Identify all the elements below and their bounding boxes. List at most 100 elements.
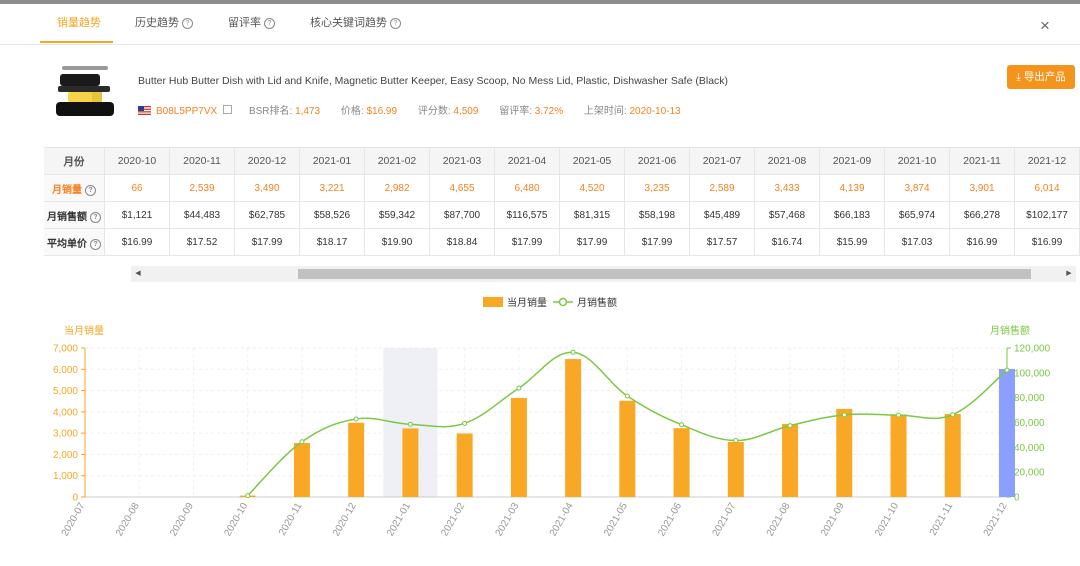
revenue-point — [462, 420, 468, 426]
help-icon[interactable]: ? — [390, 18, 401, 29]
table-row-label-text: 平均单价 — [47, 238, 87, 250]
right-tick-label: 60,000 — [1014, 418, 1045, 429]
help-icon[interactable]: ? — [85, 184, 96, 196]
table-header-month: 2021-01 — [299, 148, 365, 175]
table-header-month-label: 月份 — [44, 148, 105, 175]
table-row-label: 月销量? — [44, 174, 105, 202]
table-cell: 2,982 — [364, 174, 430, 202]
table-cell: 3,874 — [884, 174, 950, 202]
table-header-month: 2021-09 — [819, 148, 885, 175]
tab-review-rate[interactable]: 留评率? — [228, 14, 275, 30]
revenue-point — [1004, 367, 1010, 373]
table-header-row: 月份 2020-10 2020-11 2020-12 2021-01 2021-02 202… — [44, 148, 1080, 175]
product-image — [56, 66, 114, 116]
table-cell: $17.52 — [169, 228, 235, 256]
help-icon[interactable]: ? — [90, 211, 101, 223]
right-tick-label: 120,000 — [1014, 344, 1051, 355]
left-axis-title: 当月销量 — [64, 324, 104, 337]
table-header-month: 2021-03 — [429, 148, 495, 175]
help-icon[interactable]: ? — [264, 18, 275, 29]
table-cell: 3,433 — [754, 174, 820, 202]
scroll-left-arrow-icon[interactable]: ◀ — [135, 270, 141, 277]
table-cell: $17.99 — [559, 228, 625, 256]
revenue-point — [353, 416, 359, 422]
left-tick-label: 1,000 — [53, 471, 78, 482]
sales-bar — [348, 422, 365, 497]
export-product-label: 导出产品 — [1023, 71, 1066, 83]
bsr-label: BSR排名: — [248, 106, 293, 117]
revenue-point — [407, 421, 413, 427]
table-cell: $17.03 — [884, 228, 950, 256]
revenue-point — [950, 412, 956, 418]
scroll-right-arrow-icon[interactable]: ▶ — [1066, 270, 1072, 277]
external-link-icon[interactable] — [223, 105, 233, 114]
x-tick-label: 2021-08 — [765, 501, 793, 539]
left-tick-label: 0 — [72, 493, 78, 504]
sales-bar — [510, 397, 527, 497]
table-cell: $45,489 — [689, 201, 755, 229]
sales-bar — [402, 428, 419, 497]
x-tick-label: 2021-02 — [439, 501, 467, 539]
listed-label: 上架时间: — [583, 106, 627, 117]
table-header-month: 2020-11 — [169, 148, 235, 175]
table-header-month: 2021-04 — [494, 148, 560, 175]
table-cell: $102,177 — [1014, 201, 1080, 229]
left-tick-label: 5,000 — [53, 386, 78, 397]
sales-bar — [782, 423, 799, 497]
close-icon[interactable]: × — [1040, 16, 1050, 35]
table-row-label-text: 月销售额 — [47, 211, 87, 223]
table-cell: $59,342 — [364, 201, 430, 229]
table-cell: $57,468 — [754, 201, 820, 229]
table-header-month: 2021-12 — [1014, 148, 1080, 175]
revenue-point — [516, 385, 522, 391]
tab-history-trend[interactable]: 历史趋势? — [135, 14, 193, 30]
table-cell: 4,139 — [819, 174, 885, 202]
table-header-month: 2021-05 — [559, 148, 625, 175]
table-cell: $16.99 — [949, 228, 1015, 256]
table-cell: $58,526 — [299, 201, 365, 229]
sales-bar — [619, 400, 636, 497]
scrollbar-thumb[interactable] — [298, 269, 1031, 279]
table-cell: 4,520 — [559, 174, 625, 202]
table-cell: $18.17 — [299, 228, 365, 256]
x-tick-label: 2020-12 — [331, 501, 359, 539]
right-tick-label: 100,000 — [1014, 368, 1051, 379]
table-cell: $81,315 — [559, 201, 625, 229]
table-header-month: 2021-11 — [949, 148, 1015, 175]
left-tick-label: 6,000 — [53, 365, 78, 376]
right-tick-label: 20,000 — [1014, 468, 1045, 479]
table-row: 平均单价? $16.99 $17.52 $17.99 $18.17 $19.90 $18.8… — [44, 228, 1080, 256]
table-cell: $16.74 — [754, 228, 820, 256]
table-cell: 3,901 — [949, 174, 1015, 202]
tab-core-keyword-trend[interactable]: 核心关键词趋势? — [310, 14, 401, 30]
table-header-month: 2020-12 — [234, 148, 300, 175]
table-header-month: 2021-08 — [754, 148, 820, 175]
product-meta: B08L5PP7VX BSR排名: 1,473 价格: $16.99 评分数: … — [138, 102, 699, 117]
legend-swatch-bar — [483, 297, 503, 307]
review-rate-label: 留评率: — [499, 106, 532, 117]
reviews-value: 4,509 — [453, 106, 479, 117]
bsr-value: 1,473 — [295, 106, 321, 117]
tab-sales-trend[interactable]: 销量趋势 — [57, 14, 101, 30]
table-cell: $17.99 — [494, 228, 560, 256]
table-horizontal-scrollbar[interactable]: ◀ ▶ — [131, 266, 1076, 282]
x-tick-label: 2020-11 — [277, 501, 305, 538]
table-row-label-text: 月销量 — [52, 184, 82, 196]
table-cell: 2,539 — [169, 174, 235, 202]
active-tab-indicator — [40, 41, 113, 43]
help-icon[interactable]: ? — [182, 18, 193, 29]
export-product-button[interactable]: ⤓ 导出产品 — [1007, 65, 1075, 89]
asin-link[interactable]: B08L5PP7VX — [156, 106, 218, 117]
help-icon[interactable]: ? — [90, 238, 101, 250]
table-cell: $17.57 — [689, 228, 755, 256]
reviews-label: 评分数: — [417, 106, 451, 117]
table-header-month: 2021-07 — [689, 148, 755, 175]
table-cell: 3,490 — [234, 174, 300, 202]
x-tick-label: 2020-10 — [222, 501, 250, 539]
revenue-point — [841, 412, 847, 418]
x-tick-label: 2021-04 — [548, 501, 576, 539]
tab-review-rate-label: 留评率 — [228, 17, 261, 29]
revenue-point — [570, 349, 576, 355]
product-title[interactable]: Butter Hub Butter Dish with Lid and Knif… — [138, 75, 729, 87]
